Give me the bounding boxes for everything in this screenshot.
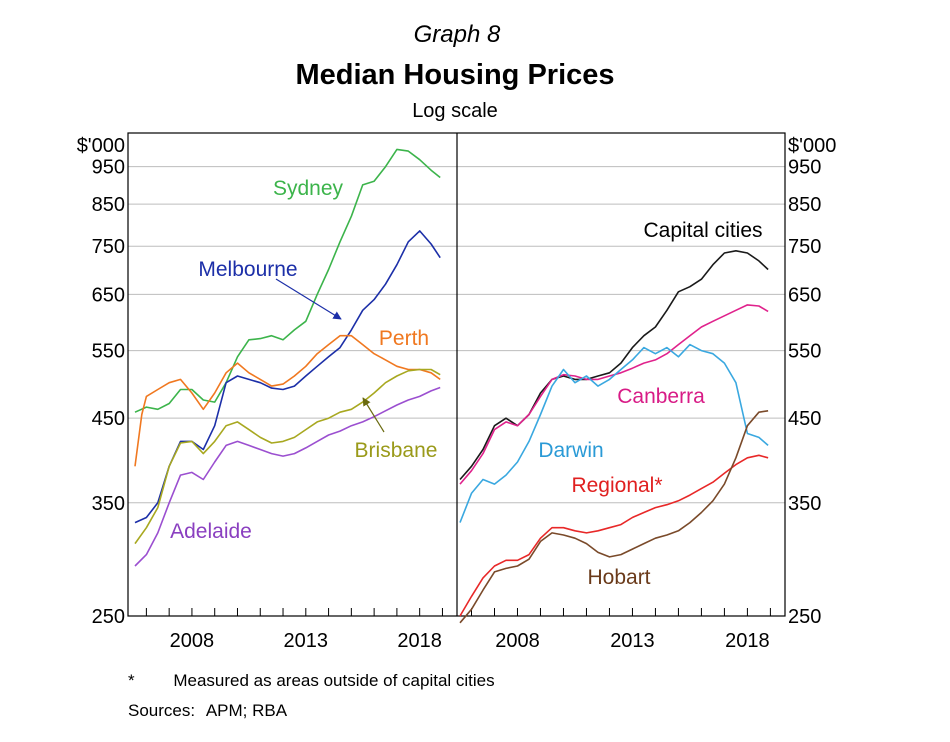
series-label-adelaide: Adelaide	[170, 520, 252, 543]
y-tick-left-350: 350	[92, 493, 125, 515]
series-line-darwin	[459, 343, 769, 523]
chart-title: Median Housing Prices	[295, 59, 614, 91]
series-labels: Sydney Melbourne Perth Brisbane Adelaide Capi…	[170, 177, 762, 589]
series-label-darwin: Darwin	[538, 439, 603, 462]
series-label-hobart: Hobart	[587, 566, 650, 589]
sources-label: Sources:	[128, 701, 196, 720]
y-unit-right: $'000	[788, 135, 836, 157]
melbourne-leader-arrow	[275, 278, 342, 320]
series-line-capital-cities	[459, 250, 769, 481]
x-tick-label-2013: 2013	[610, 630, 655, 652]
y-tick-left-750: 750	[92, 236, 125, 258]
sources-note: Sources: APM; RBA	[128, 701, 287, 721]
x-tick-label-2013: 2013	[284, 630, 329, 652]
series-line-perth	[134, 334, 441, 467]
y-tick-right-850: 850	[788, 194, 821, 216]
y-tick-right-950: 950	[788, 157, 821, 179]
y-tick-right-450: 450	[788, 408, 821, 430]
series-label-canberra: Canberra	[617, 385, 705, 408]
y-tick-right-650: 650	[788, 284, 821, 306]
x-tick-label-2008: 2008	[495, 630, 540, 652]
graph-number: Graph 8	[414, 21, 501, 48]
series-label-sydney: Sydney	[273, 177, 344, 200]
footnote-marker: *	[128, 671, 135, 690]
series-line-canberra	[459, 304, 769, 485]
x-tick-label-2008: 2008	[170, 630, 215, 652]
y-tick-right-550: 550	[788, 341, 821, 363]
series-label-regional: Regional*	[571, 474, 662, 497]
series-line-hobart	[459, 410, 769, 624]
series-lines	[134, 148, 769, 624]
y-tick-left-550: 550	[92, 341, 125, 363]
y-tick-left-850: 850	[92, 194, 125, 216]
y-tick-right-350: 350	[788, 493, 821, 515]
series-label-brisbane: Brisbane	[355, 439, 438, 462]
series-line-sydney	[134, 148, 441, 413]
footnote-text: Measured as areas outside of capital cit…	[173, 671, 495, 690]
x-tick-label-2018: 2018	[725, 630, 770, 652]
series-line-adelaide	[134, 386, 441, 567]
series-label-capital-cities: Capital cities	[643, 219, 762, 242]
series-line-regional	[459, 454, 769, 617]
series-label-perth: Perth	[379, 327, 429, 350]
y-tick-right-750: 750	[788, 236, 821, 258]
y-tick-left-250: 250	[92, 606, 125, 628]
axes: 250 250 350 350 450 450 550 550 650 650 750 750 850 8…	[92, 132, 821, 652]
y-tick-right-250: 250	[788, 606, 821, 628]
y-unit-left: $'000	[77, 135, 125, 157]
brisbane-leader-arrow	[362, 397, 385, 433]
series-label-melbourne: Melbourne	[198, 258, 297, 281]
y-tick-left-450: 450	[92, 408, 125, 430]
chart-subtitle: Log scale	[412, 100, 498, 122]
sources-text: APM; RBA	[205, 701, 288, 720]
y-tick-left-650: 650	[92, 284, 125, 306]
x-tick-label-2018: 2018	[397, 630, 442, 652]
y-tick-left-950: 950	[92, 157, 125, 179]
series-line-brisbane	[134, 368, 441, 545]
footnote: * Measured as areas outside of capital c…	[128, 671, 495, 691]
